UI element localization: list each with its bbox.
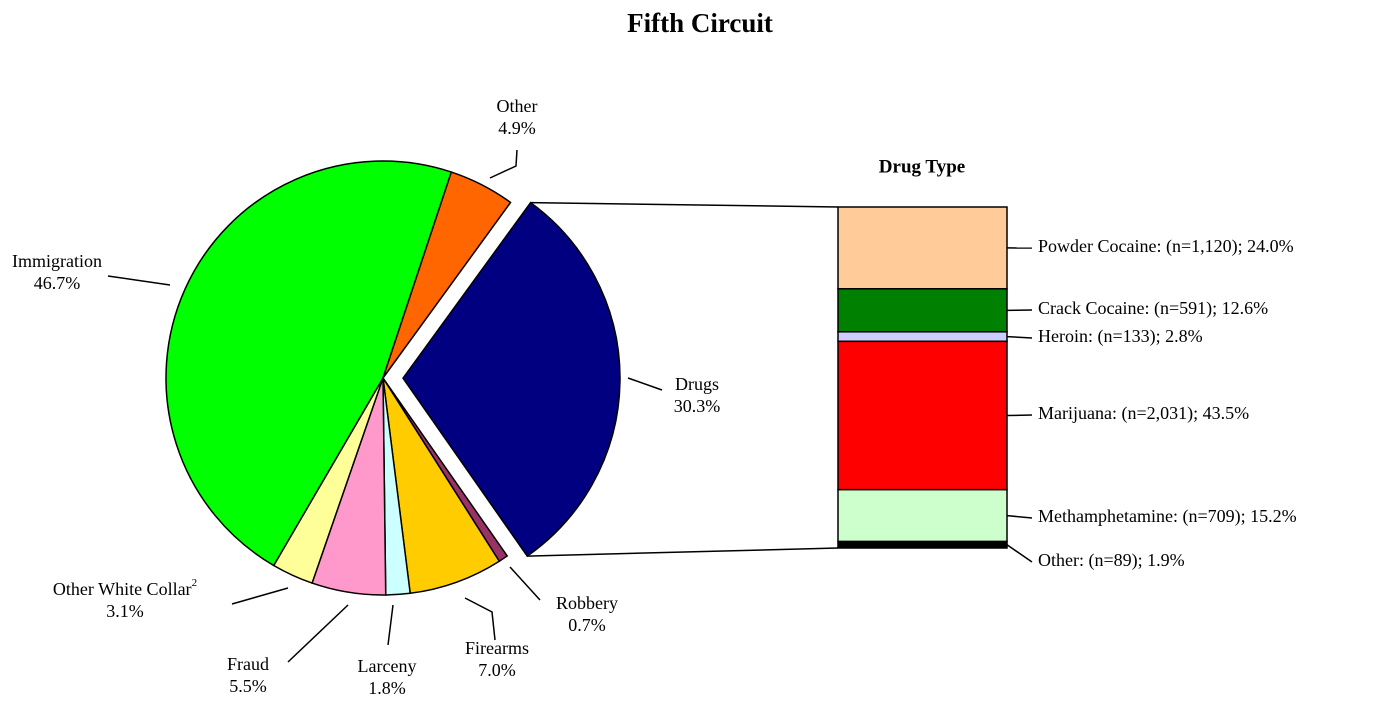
pie-slice	[382, 171, 512, 379]
slice-label: Firearms	[465, 638, 529, 658]
slice-value-label: 5.5%	[229, 676, 267, 696]
slice-value-label: 4.9%	[498, 118, 536, 138]
slice-value-label: 1.8%	[368, 678, 406, 698]
slice-value-label: 46.7%	[34, 273, 81, 293]
slice-label: Drugs	[675, 374, 719, 394]
leader-line	[107, 275, 171, 286]
leader-line	[1006, 514, 1033, 519]
segment-label: Heroin: (n=133); 2.8%	[1038, 326, 1203, 347]
slice-name: Larceny	[358, 656, 417, 676]
slice-name: Fraud	[227, 654, 269, 674]
slice-name: Immigration	[12, 251, 102, 271]
connector-line	[530, 201, 839, 208]
slice-label: Larceny	[358, 656, 417, 676]
segment-label: Crack Cocaine: (n=591); 12.6%	[1038, 298, 1268, 319]
slice-name: Robbery	[556, 593, 618, 613]
bar-segment	[837, 206, 1008, 290]
leader-line	[1006, 335, 1033, 339]
bar-segment	[837, 288, 1008, 333]
leader-line	[387, 604, 394, 646]
bar-segment	[837, 340, 1008, 491]
slice-label: Immigration	[12, 251, 102, 271]
slice-value-label: 0.7%	[568, 615, 606, 635]
footnote-mark: 2	[192, 577, 198, 589]
leader-line	[627, 377, 663, 391]
chart-title: Fifth Circuit	[627, 8, 773, 38]
bar-segment	[837, 540, 1008, 549]
slice-name: Drugs	[675, 374, 719, 394]
slice-label: Other White Collar2	[53, 577, 197, 600]
segment-label: Marijuana: (n=2,031); 43.5%	[1038, 403, 1249, 424]
bar-segment	[837, 488, 1008, 543]
leader-line	[231, 587, 289, 605]
slice-value-label: 7.0%	[478, 660, 516, 680]
leader-line	[1006, 544, 1033, 563]
slice-label: Fraud	[227, 654, 269, 674]
leader-line	[509, 566, 541, 601]
bar-segment	[837, 331, 1008, 343]
slice-name: Other	[497, 96, 538, 116]
slice-label: Robbery	[556, 593, 618, 613]
connector-line	[527, 547, 839, 557]
leader-line	[287, 604, 349, 663]
slice-value-label: 30.3%	[674, 396, 721, 416]
slice-value-label: 3.1%	[106, 601, 144, 621]
segment-label: Powder Cocaine: (n=1,120); 24.0%	[1038, 236, 1294, 257]
leader-line	[464, 597, 496, 641]
slice-label: Other	[497, 96, 538, 116]
leader-line	[489, 149, 518, 179]
segment-label: Methamphetamine: (n=709); 15.2%	[1038, 506, 1297, 527]
pie-slice	[402, 201, 621, 558]
slice-name: Other White Collar	[53, 579, 192, 599]
segment-label: Other: (n=89); 1.9%	[1038, 550, 1185, 571]
leader-line	[1006, 414, 1033, 417]
bar-title: Drug Type	[879, 156, 965, 177]
pie-slice	[165, 160, 453, 567]
slice-name: Firearms	[465, 638, 529, 658]
